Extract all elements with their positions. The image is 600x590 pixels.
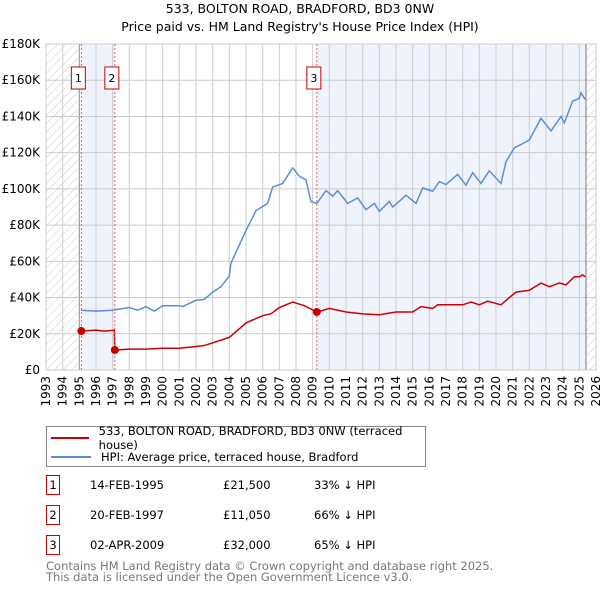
x-tick-label: 2026	[589, 376, 600, 407]
y-tick-label: £60K	[9, 254, 41, 268]
y-tick-label: £80K	[9, 218, 41, 232]
x-tick-label: 1997	[106, 376, 120, 407]
chart-title: 533, BOLTON ROAD, BRADFORD, BD3 0NW	[165, 1, 435, 16]
price-paid-line	[81, 274, 586, 351]
x-tick-label: 2010	[322, 376, 336, 407]
x-tick-label: 2019	[472, 376, 486, 407]
sale-point	[312, 308, 321, 317]
legend-line-blue	[51, 456, 91, 458]
transaction-hpi: 66% ↓ HPI	[314, 508, 376, 522]
x-tick-label: 2013	[372, 376, 386, 407]
x-tick-label: 2020	[489, 376, 503, 407]
legend-label: 533, BOLTON ROAD, BRADFORD, BD3 0NW (ter…	[98, 424, 403, 452]
x-tick-label: 1998	[122, 376, 136, 407]
legend-item-sale: 533, BOLTON ROAD, BRADFORD, BD3 0NW (ter…	[51, 424, 425, 452]
x-tick-label: 2006	[256, 376, 270, 407]
hpi-line	[80, 91, 586, 313]
transaction-number: 1	[46, 475, 60, 495]
x-tick-label: 1995	[72, 376, 86, 407]
y-tick-label: £0	[25, 363, 40, 377]
y-tick-label: £140K	[2, 109, 42, 123]
sale-label-box	[306, 66, 322, 90]
plot-frame	[45, 43, 597, 371]
ownership-band	[316, 44, 586, 370]
x-tick-label: 1993	[39, 376, 53, 407]
x-tick-label: 2007	[272, 376, 286, 407]
ownership-band	[81, 44, 115, 370]
y-tick-label: £20K	[9, 327, 41, 341]
x-tick-label: 1999	[139, 376, 153, 407]
sale-label-box	[104, 66, 120, 90]
x-tick-label: 2018	[456, 376, 470, 407]
transaction-row: 2 20-FEB-1997 £11,050 66% ↓ HPI	[46, 505, 546, 527]
y-tick-label: £40K	[9, 291, 41, 305]
transaction-price: £32,000	[223, 538, 271, 552]
transaction-date: 14-FEB-1995	[90, 478, 164, 492]
legend-item-hpi: HPI: Average price, terraced house, Brad…	[51, 449, 358, 465]
x-tick-label: 1996	[89, 376, 103, 407]
transaction-date: 02-APR-2009	[90, 538, 165, 552]
x-tick-label: 2012	[356, 376, 370, 407]
no-data-region	[586, 44, 596, 370]
transaction-price: £21,500	[223, 478, 271, 492]
sale-label-box	[70, 66, 86, 90]
x-tick-label: 2016	[422, 376, 436, 407]
transaction-row: 3 02-APR-2009 £32,000 65% ↓ HPI	[46, 535, 546, 557]
sale-label: 3	[310, 72, 317, 85]
x-tick-label: 2021	[506, 376, 520, 407]
transaction-row: 1 14-FEB-1995 £21,500 33% ↓ HPI	[46, 475, 546, 497]
x-tick-label: 2014	[389, 376, 403, 407]
y-tick-label: £180K	[2, 37, 42, 51]
sale-point	[110, 345, 119, 354]
legend: 533, BOLTON ROAD, BRADFORD, BD3 0NW (ter…	[46, 424, 426, 467]
x-tick-label: 2025	[572, 376, 586, 407]
x-tick-label: 2002	[189, 376, 203, 407]
sale-label: 1	[75, 72, 82, 85]
y-tick-label: £120K	[2, 146, 42, 160]
x-tick-label: 2024	[556, 376, 570, 407]
x-tick-label: 1994	[56, 376, 70, 407]
legend-label: HPI: Average price, terraced house, Brad…	[101, 450, 359, 464]
x-tick-label: 2001	[172, 376, 186, 407]
chart-subtitle: Price paid vs. HM Land Registry's House …	[121, 19, 479, 34]
y-tick-label: £160K	[2, 73, 42, 87]
x-tick-label: 2008	[289, 376, 303, 407]
transaction-hpi: 65% ↓ HPI	[314, 538, 376, 552]
transaction-date: 20-FEB-1997	[90, 508, 164, 522]
x-tick-label: 2022	[522, 376, 536, 407]
legend-line-red	[51, 437, 89, 439]
x-tick-label: 2015	[406, 376, 420, 407]
transaction-number: 2	[46, 505, 60, 525]
sale-point	[77, 327, 86, 336]
x-tick-label: 2011	[339, 376, 353, 407]
x-tick-label: 2023	[539, 376, 553, 407]
x-tick-label: 2004	[222, 376, 236, 407]
x-tick-label: 2003	[206, 376, 220, 407]
footer-licence: This data is licensed under the Open Gov…	[46, 570, 413, 584]
footer-copyright: Contains HM Land Registry data © Crown c…	[46, 559, 494, 573]
x-tick-label: 2005	[239, 376, 253, 407]
transaction-price: £11,050	[223, 508, 271, 522]
transaction-hpi: 33% ↓ HPI	[314, 478, 376, 492]
x-tick-label: 2017	[439, 376, 453, 407]
transaction-number: 3	[46, 535, 60, 555]
x-tick-label: 2000	[156, 376, 170, 407]
y-tick-label: £100K	[2, 182, 42, 196]
sale-label: 2	[108, 72, 115, 85]
x-tick-label: 2009	[306, 376, 320, 407]
